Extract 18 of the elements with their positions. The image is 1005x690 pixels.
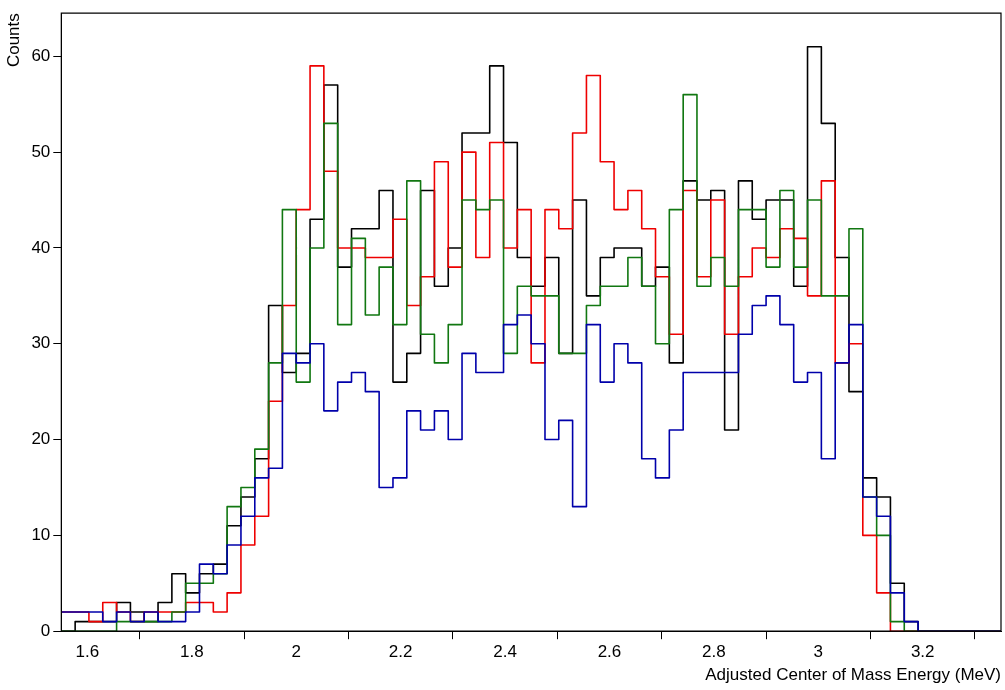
y-axis-title: Counts: [3, 13, 23, 68]
x-tick-label: 2.8: [702, 642, 726, 662]
y-tick-label: 40: [31, 237, 51, 257]
x-tick-label: 2.6: [597, 642, 622, 662]
x-tick-label: 1.8: [180, 642, 204, 662]
x-tick-label: 2: [291, 642, 301, 662]
y-tick-label: 30: [31, 333, 51, 353]
y-tick-label: 0: [40, 620, 51, 640]
y-tick-label: 10: [31, 525, 51, 545]
x-tick-label: 2.2: [388, 642, 413, 662]
x-tick-label: 1.6: [75, 642, 100, 662]
y-tick-label: 50: [31, 141, 51, 161]
y-tick-label: 60: [31, 46, 51, 65]
x-tick-label: 2.4: [493, 642, 517, 662]
x-axis-title: Adjusted Center of Mass Energy (MeV): [705, 665, 1001, 685]
y-tick-label: 20: [31, 429, 51, 449]
x-tick-label: 3: [813, 642, 824, 662]
x-tick-label: 3.2: [910, 642, 935, 662]
